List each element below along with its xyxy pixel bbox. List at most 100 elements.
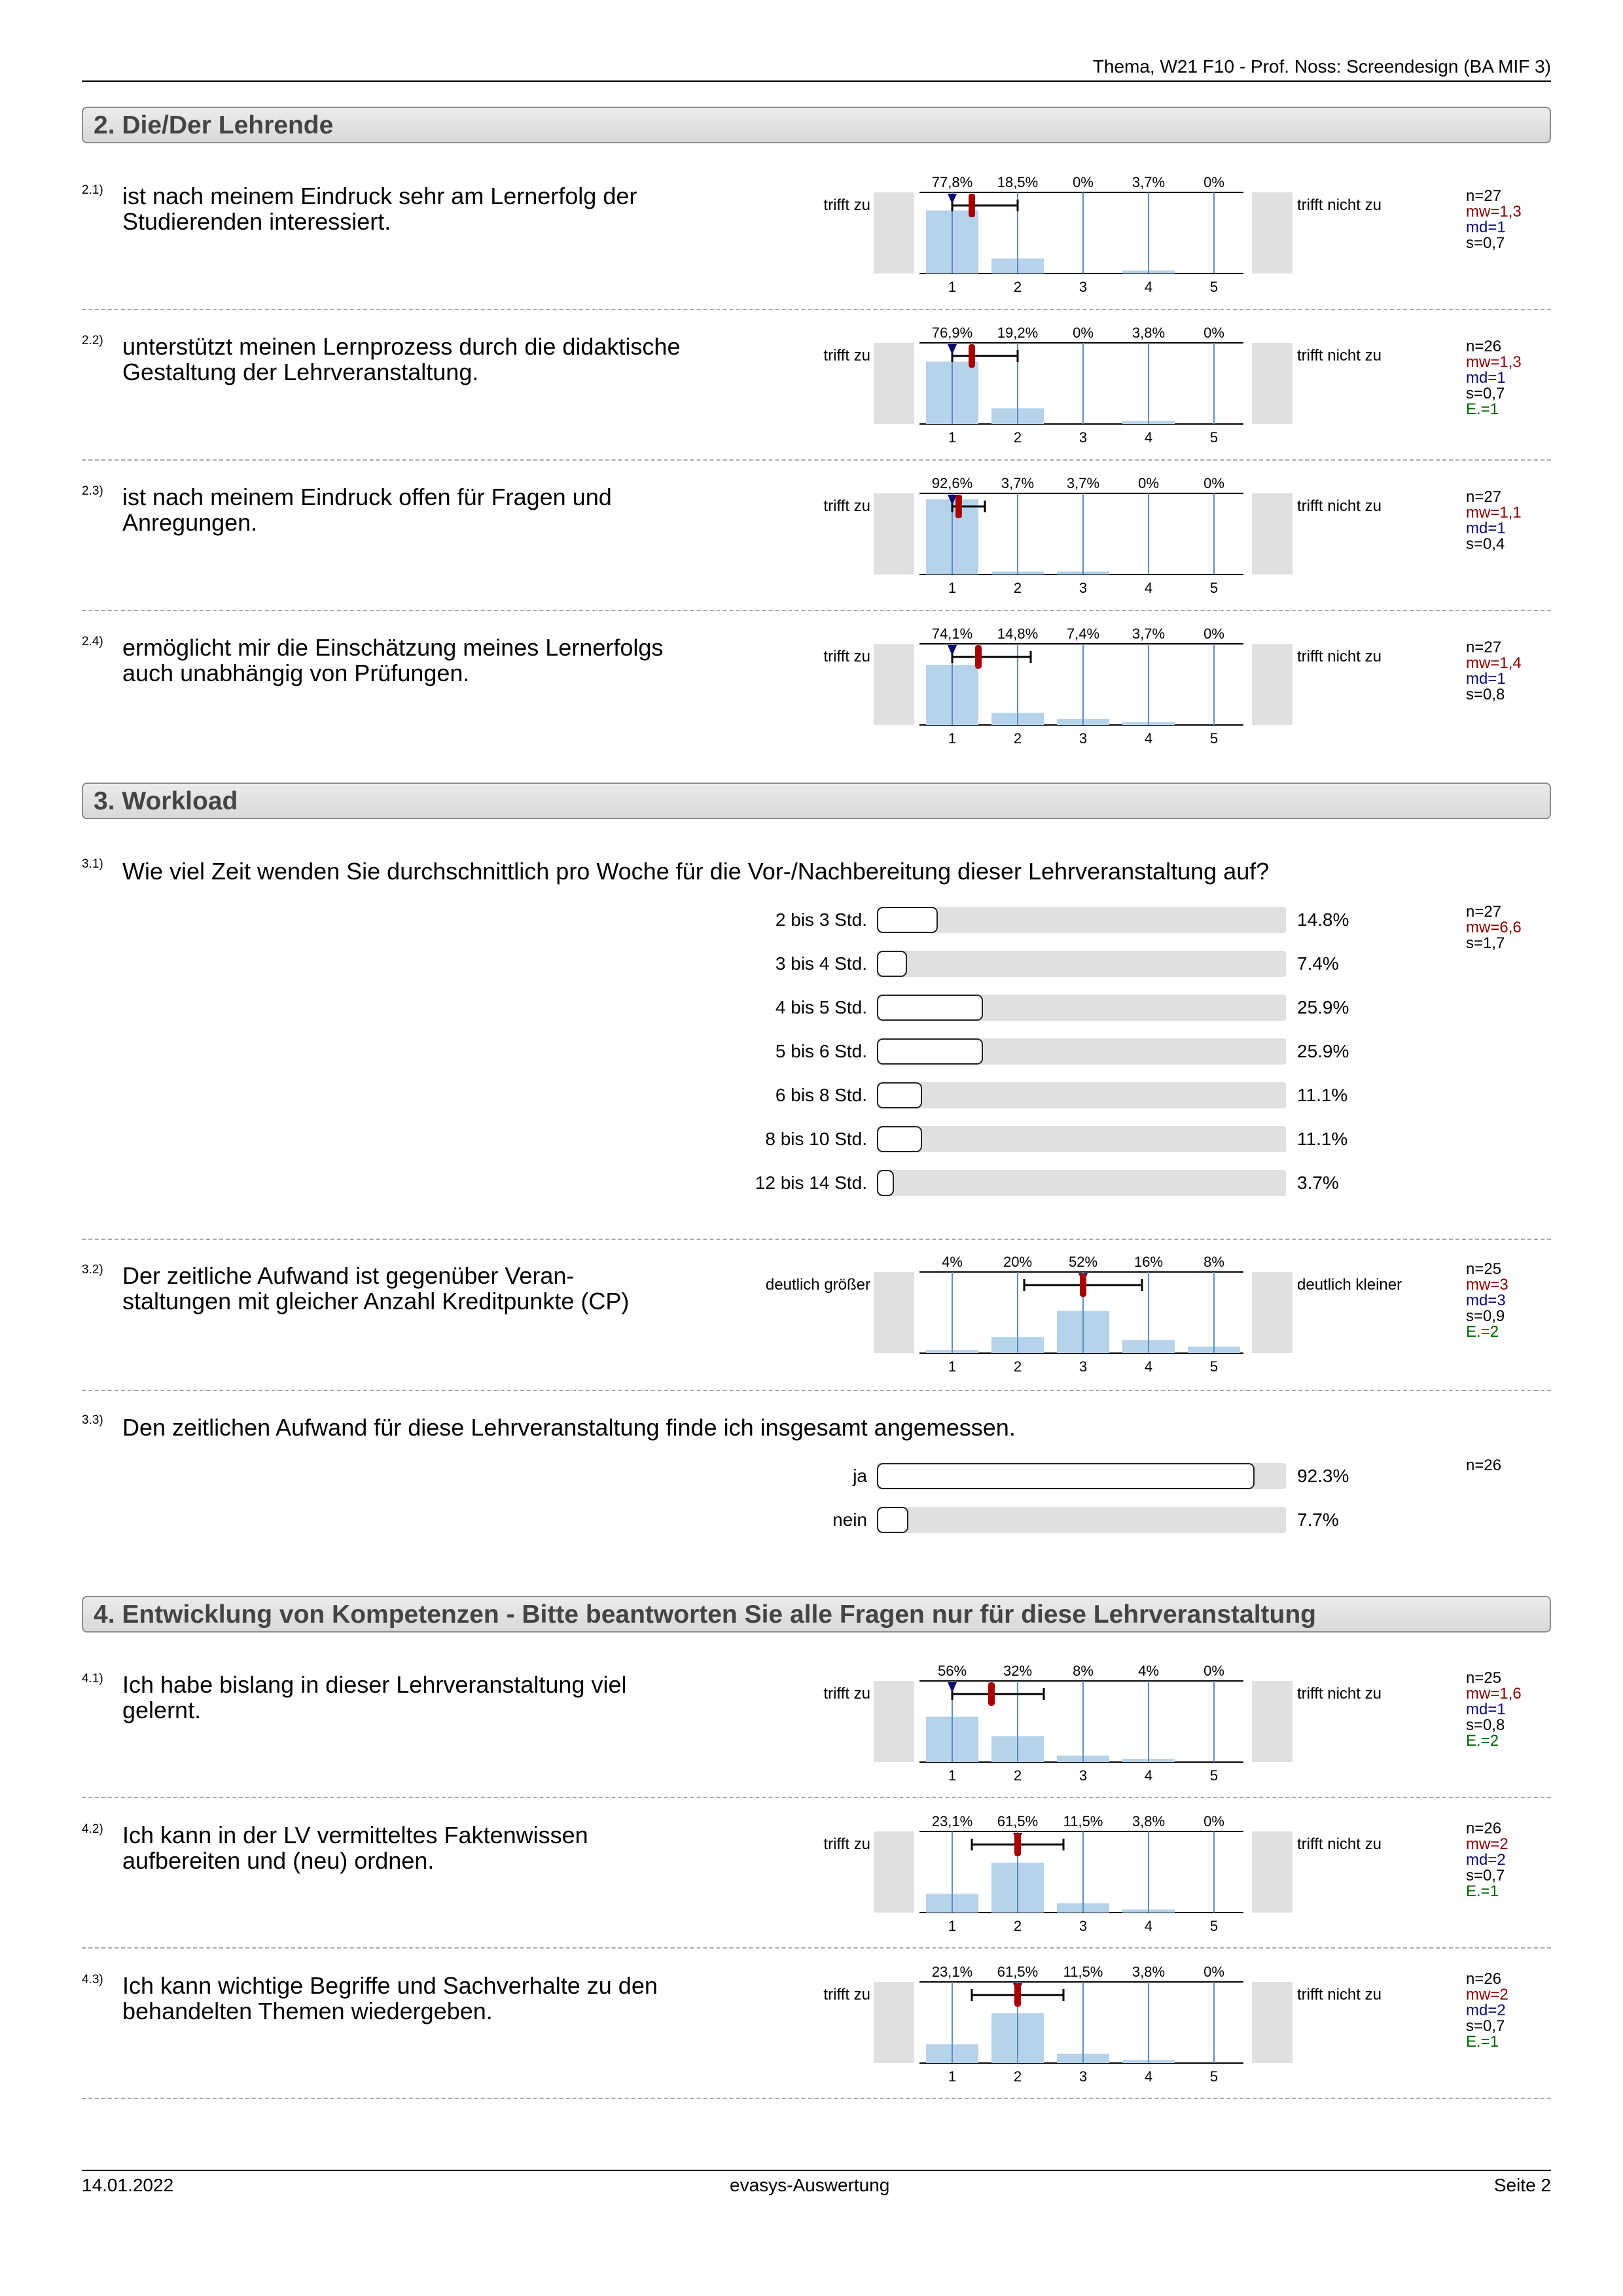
scale-gray-block-right xyxy=(1252,493,1293,574)
option-bar xyxy=(877,1082,923,1108)
option-percent: 25.9% xyxy=(1297,1041,1349,1061)
mean-marker xyxy=(969,344,975,368)
percent-label: 92,6% xyxy=(932,475,972,491)
percent-label: 7,4% xyxy=(1067,626,1099,642)
option-bar xyxy=(877,907,938,933)
option-percent: 7.7% xyxy=(1297,1510,1339,1530)
percent-label: 0% xyxy=(1204,325,1224,341)
likert-chart: 77,8% 1 18,5% 2 0% 3 3,7% 4 0% 5 xyxy=(874,174,1293,295)
stat-n: n=25 xyxy=(1466,1669,1502,1687)
likert-chart: 76,9% 1 19,2% 2 0% 3 3,8% 4 0% 5 xyxy=(874,325,1293,446)
tick-label: 4 xyxy=(1145,730,1152,747)
scale-left-label: trifft zu xyxy=(823,347,870,364)
percent-label: 61,5% xyxy=(997,1964,1038,1980)
percent-label: 3,7% xyxy=(1001,475,1034,491)
stat-stddev: s=0,7 xyxy=(1466,1867,1505,1884)
tick-label: 5 xyxy=(1210,1358,1218,1375)
mean-marker xyxy=(1014,1983,1021,2007)
median-marker xyxy=(948,645,957,656)
question-text: Ich habe bislang in dieser Lehrveranstal… xyxy=(122,1671,627,1723)
question-number: 4.1) xyxy=(82,1672,103,1686)
stat-abstentions: E.=1 xyxy=(1466,400,1499,418)
percent-label: 23,1% xyxy=(932,1964,972,1980)
scale-gray-block-right xyxy=(1252,1982,1293,2063)
stat-n: n=25 xyxy=(1466,1260,1502,1278)
stat-abstentions: E.=2 xyxy=(1466,1323,1499,1341)
question-number: 4.2) xyxy=(82,1822,103,1836)
stat-n: n=26 xyxy=(1466,1970,1502,1988)
mean-marker xyxy=(955,495,962,518)
question-number: 2.4) xyxy=(82,635,103,648)
scale-gray-block-right xyxy=(1252,343,1293,424)
percent-label: 0% xyxy=(1138,475,1159,491)
percent-label: 52% xyxy=(1069,1254,1097,1270)
mean-marker xyxy=(975,645,982,669)
tick-label: 1 xyxy=(948,1918,956,1934)
stat-stddev: s=0,7 xyxy=(1466,2017,1505,2035)
percent-label: 20% xyxy=(1003,1254,1032,1270)
stats-block: n=25 mw=1,6 md=1 s=0,8 E.=2 xyxy=(1466,1670,1522,1749)
tick-label: 3 xyxy=(1079,1918,1087,1934)
tick-label: 3 xyxy=(1079,730,1087,747)
question-number: 2.2) xyxy=(82,334,103,347)
tick-label: 1 xyxy=(948,1767,956,1784)
percent-label: 8% xyxy=(1073,1663,1094,1679)
tick-label: 4 xyxy=(1145,1767,1152,1784)
tick-label: 2 xyxy=(1014,1767,1022,1784)
percent-label: 23,1% xyxy=(932,1813,972,1829)
tick-label: 3 xyxy=(1079,1767,1087,1784)
scale-gray-block-right xyxy=(1252,1831,1293,1913)
scale-left-label: trifft zu xyxy=(823,1685,870,1703)
question-divider xyxy=(82,610,1551,611)
percent-label: 74,1% xyxy=(932,626,972,642)
percent-label: 8% xyxy=(1204,1254,1224,1270)
percent-label: 3,8% xyxy=(1132,1813,1165,1829)
stat-mean: mw=2 xyxy=(1466,1835,1508,1853)
scale-left-label: deutlich größer xyxy=(765,1276,870,1294)
option-bar xyxy=(877,1507,909,1533)
stat-mean: mw=3 xyxy=(1466,1276,1508,1294)
stat-mean: mw=1,6 xyxy=(1466,1685,1522,1703)
median-marker xyxy=(948,1682,957,1693)
stat-n: n=27 xyxy=(1466,903,1502,921)
footer-page: Seite 2 xyxy=(1493,2175,1551,2195)
option-bar xyxy=(877,951,908,977)
percent-label: 19,2% xyxy=(997,325,1038,341)
option-bar-track xyxy=(877,907,1286,933)
percent-label: 3,8% xyxy=(1132,325,1165,341)
stats-block: n=26 mw=2 md=2 s=0,7 E.=1 xyxy=(1466,1821,1508,1899)
option-label: ja xyxy=(853,1466,867,1486)
stat-stddev: s=0,9 xyxy=(1466,1307,1505,1325)
question-text: ist nach meinem Eindruck offen für Frage… xyxy=(122,484,612,536)
option-label: 3 bis 4 Std. xyxy=(775,953,867,974)
option-percent: 14.8% xyxy=(1297,910,1349,930)
likert-chart: 92,6% 1 3,7% 2 3,7% 3 0% 4 0% 5 xyxy=(874,475,1293,596)
stat-mean: mw=6,6 xyxy=(1466,919,1522,936)
stat-n: n=27 xyxy=(1466,187,1502,205)
tick-label: 1 xyxy=(948,580,956,596)
option-bar-track xyxy=(877,1463,1286,1489)
stats-block: n=26 xyxy=(1466,1458,1501,1474)
scale-gray-block-left xyxy=(874,1831,914,1913)
scale-right-label: trifft nicht zu xyxy=(1297,347,1382,364)
percent-label: 16% xyxy=(1134,1254,1163,1270)
tick-label: 1 xyxy=(948,1358,956,1375)
tick-label: 3 xyxy=(1079,1358,1087,1375)
percent-label: 4% xyxy=(1138,1663,1159,1679)
tick-label: 2 xyxy=(1014,2068,1022,2085)
stat-mean: mw=1,4 xyxy=(1466,654,1522,672)
tick-label: 5 xyxy=(1210,279,1218,295)
stat-mean: mw=1,1 xyxy=(1466,504,1522,521)
option-label: 8 bis 10 Std. xyxy=(765,1129,867,1149)
option-label: 6 bis 8 Std. xyxy=(775,1085,867,1105)
option-bar xyxy=(877,1126,923,1152)
option-bar-track xyxy=(877,995,1286,1021)
footer-date: 14.01.2022 xyxy=(82,2175,174,2195)
tick-label: 1 xyxy=(948,279,956,295)
likert-chart: 4% 1 20% 2 52% 3 16% 4 8% 5 xyxy=(874,1254,1293,1375)
stat-mean: mw=2 xyxy=(1466,1986,1508,2004)
tick-label: 2 xyxy=(1014,730,1022,747)
scale-right-label: trifft nicht zu xyxy=(1297,1986,1382,2004)
option-label: 4 bis 5 Std. xyxy=(775,997,867,1017)
tick-label: 1 xyxy=(948,2068,956,2085)
